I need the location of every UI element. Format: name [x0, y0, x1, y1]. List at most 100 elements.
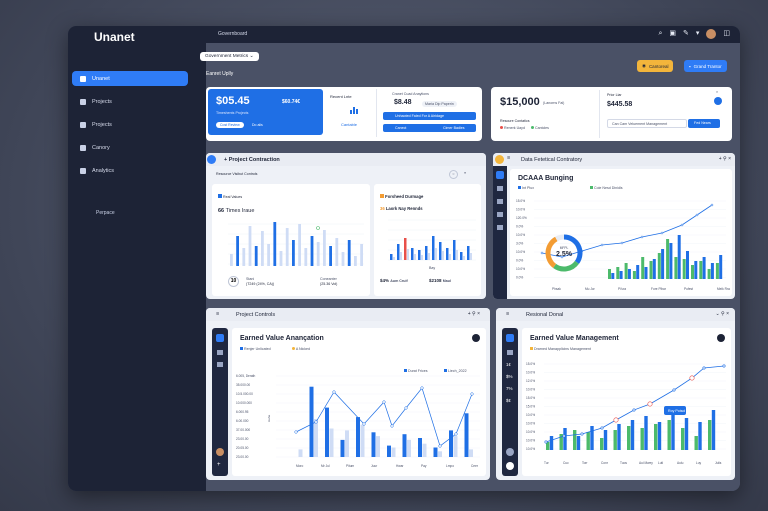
analytics-amount: $8.48 [394, 99, 412, 106]
bar [627, 426, 631, 450]
recent-item[interactable]: Cantable [341, 122, 358, 127]
control-button[interactable]: ◉ Cantoreal [637, 60, 674, 72]
feed-button[interactable]: Fed Nears [688, 119, 720, 128]
list-tool-icon[interactable] [497, 186, 503, 191]
add-icon[interactable]: + [224, 156, 228, 163]
chart-tool-icon[interactable] [216, 334, 224, 342]
status-remark: Renerk Uayd [500, 126, 525, 130]
calendar-icon[interactable]: ▣ [669, 30, 676, 37]
table-tool-icon[interactable] [497, 212, 503, 217]
bar [640, 428, 644, 450]
bar [674, 257, 678, 279]
bar [453, 436, 458, 457]
analytics-tag: Maria Dip Paperin [422, 101, 457, 107]
cost-review-button[interactable]: Cost Review [216, 122, 244, 128]
bar [586, 432, 590, 450]
menu-icon[interactable]: ≡ [507, 155, 511, 161]
tool-label[interactable]: 1¢ [506, 362, 512, 367]
bar [404, 238, 407, 260]
bar [418, 438, 422, 457]
record-icon[interactable] [714, 97, 722, 105]
data-point [332, 390, 336, 394]
options-icon[interactable] [717, 334, 725, 342]
bar [708, 420, 712, 450]
details-link[interactable]: Do alis [252, 123, 263, 127]
grand-trantor-button[interactable]: ▪ Grand Trantor [684, 60, 727, 72]
x-tick-label: Pi'ura [618, 287, 626, 291]
sidebar-item-projects[interactable]: Projects [72, 94, 188, 109]
bar [261, 231, 264, 266]
back-icon[interactable] [207, 155, 216, 164]
download-icon[interactable] [506, 462, 514, 470]
x-tick-label: Aui Mwey [639, 461, 653, 465]
amount-value: $4% [380, 278, 390, 283]
kpi-group-right: $15,000 (Lanorns Fal) Resoure Contatics … [491, 87, 732, 141]
legend-int-plux: Int Plux [518, 186, 534, 190]
sidebar-item-projects-2[interactable]: Projects [72, 117, 188, 132]
earned-value-card: Earned Value Anançation Renjer Unlicated… [232, 328, 486, 476]
section-subtitle: Eanret Uplly [206, 71, 234, 77]
x-tick-label: Aulu [677, 461, 684, 465]
data-point [632, 408, 636, 412]
grid-tool-icon[interactable] [497, 199, 503, 204]
avatar[interactable] [216, 448, 224, 456]
tool-label[interactable]: 7% [506, 386, 513, 391]
chart-tool-icon[interactable] [496, 171, 504, 179]
settings-tool-icon[interactable] [497, 225, 503, 230]
home-tool-icon[interactable] [217, 350, 223, 355]
avatar[interactable] [706, 29, 717, 39]
sidebar-item-unanet[interactable]: Unanet [72, 71, 188, 86]
menu-icon[interactable]: ≡ [506, 311, 510, 317]
inbox-tool-icon[interactable] [507, 350, 513, 355]
data-point [640, 235, 644, 239]
menu-icon[interactable]: ≡ [464, 171, 467, 175]
metrics-selector[interactable]: Government Metrics ⌄ [200, 52, 259, 61]
analytics-row-highlight[interactable]: Unhaoted Faled For A Airidage [383, 112, 476, 120]
panel-actions[interactable]: + ⚲ × [467, 311, 480, 317]
search-icon[interactable]: ⌕ [658, 30, 663, 37]
panel-actions[interactable]: ⌄ ⚲ × [715, 311, 729, 317]
bar [661, 249, 665, 279]
tool-label[interactable]: $¢ [506, 398, 512, 403]
window-icon[interactable]: ◫ [723, 30, 730, 37]
recent-title: Recent Lnte [330, 94, 352, 99]
pin-icon[interactable]: ✎ [682, 30, 689, 37]
sidebar-item-canory[interactable]: Canory [72, 140, 188, 155]
panel-header: ≡ Data Fetetical Contratory + ⚲ × [493, 153, 735, 166]
close-icon[interactable]: × [716, 90, 719, 94]
callout-box [664, 406, 686, 415]
panel-title: Project Controls [236, 311, 276, 318]
data-point [600, 243, 604, 247]
y-tick-label: 6.00.000 [236, 419, 249, 423]
analytics-row[interactable]: Canect Cimer Badies [383, 124, 476, 132]
donut-slice [555, 234, 565, 242]
bar [463, 256, 465, 260]
bar [632, 271, 636, 279]
x-tick-label: Tur [544, 461, 550, 465]
control-button-label: Cantoreal [648, 63, 669, 69]
notification-icon[interactable]: ▾ [695, 30, 700, 37]
refresh-icon[interactable]: ○ [449, 170, 458, 179]
chart-tool-icon[interactable] [506, 334, 514, 342]
bar [298, 449, 303, 457]
bar [393, 257, 395, 260]
x-tick-label: Julis [715, 461, 722, 465]
bar [236, 236, 239, 266]
bar [644, 416, 648, 450]
bar [669, 243, 673, 279]
home-icon[interactable] [506, 448, 514, 456]
options-icon[interactable] [472, 334, 480, 342]
add-icon[interactable]: + [217, 462, 221, 468]
sidebar-item-analytics[interactable]: Analytics [72, 163, 188, 178]
bar-chart-icon [350, 107, 358, 114]
tool-label[interactable]: $% [506, 374, 513, 379]
list-tool-icon[interactable] [217, 362, 223, 367]
app-window: Unanet Unanet Projects Projects Canory A… [68, 26, 740, 491]
data-point [454, 432, 458, 436]
bar [341, 252, 345, 266]
close-icon[interactable]: + ⚲ × [718, 156, 731, 162]
management-input[interactable]: Can Cam Veluement Management [607, 119, 687, 128]
menu-icon[interactable]: ≡ [216, 311, 220, 317]
x-tick-label: Cuc [563, 461, 569, 465]
bar [325, 407, 329, 457]
